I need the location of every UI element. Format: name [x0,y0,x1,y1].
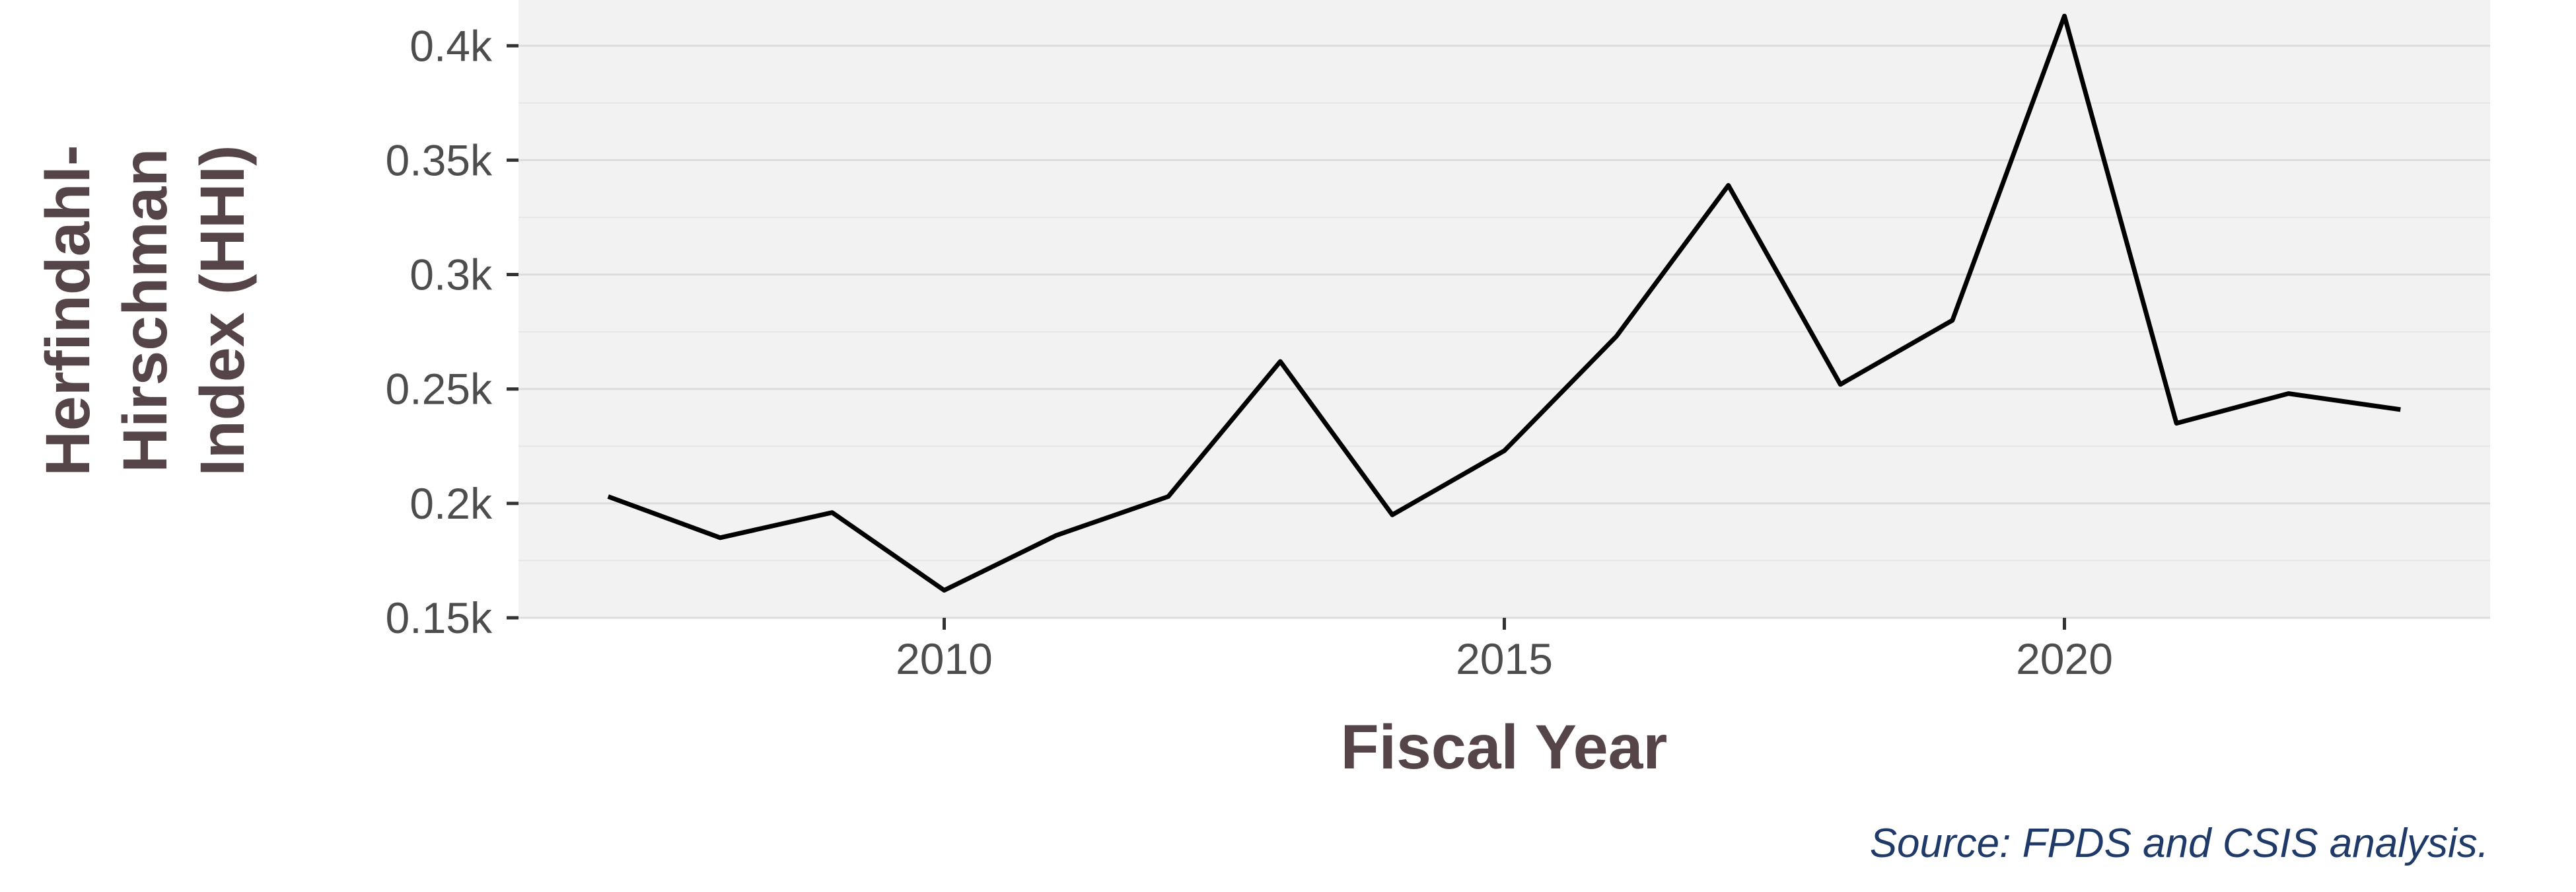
x-tick-label: 2020 [2016,634,2113,683]
x-tick-label: 2015 [1456,634,1553,683]
x-axis-title: Fiscal Year [1341,712,1668,782]
y-axis-title-line: Herfindahl- [33,145,103,476]
y-tick-label: 0.3k [410,250,493,299]
source-caption: Source: FPDS and CSIS analysis. [1870,821,2489,866]
y-axis-title: Herfindahl- Hirschman Index (HHI) [33,145,258,476]
hhi-series-line [607,13,2401,593]
x-axis: 2010 2015 2020 [896,618,2113,683]
y-tick-label: 0.35k [386,135,493,184]
y-tick-label: 0.4k [410,21,493,70]
minor-gridlines [519,102,2490,562]
y-axis-title-line: Hirschman [110,148,180,472]
y-tick-label: 0.2k [410,479,493,528]
y-tick-label: 0.25k [386,365,493,414]
plot-panel [519,0,2490,618]
y-axis: 0.15k 0.2k 0.25k 0.3k 0.35k 0.4k [386,21,519,642]
x-tick-label: 2010 [896,634,993,683]
y-tick-label: 0.15k [386,593,493,642]
y-axis-title-line: Index (HHI) [188,145,258,476]
